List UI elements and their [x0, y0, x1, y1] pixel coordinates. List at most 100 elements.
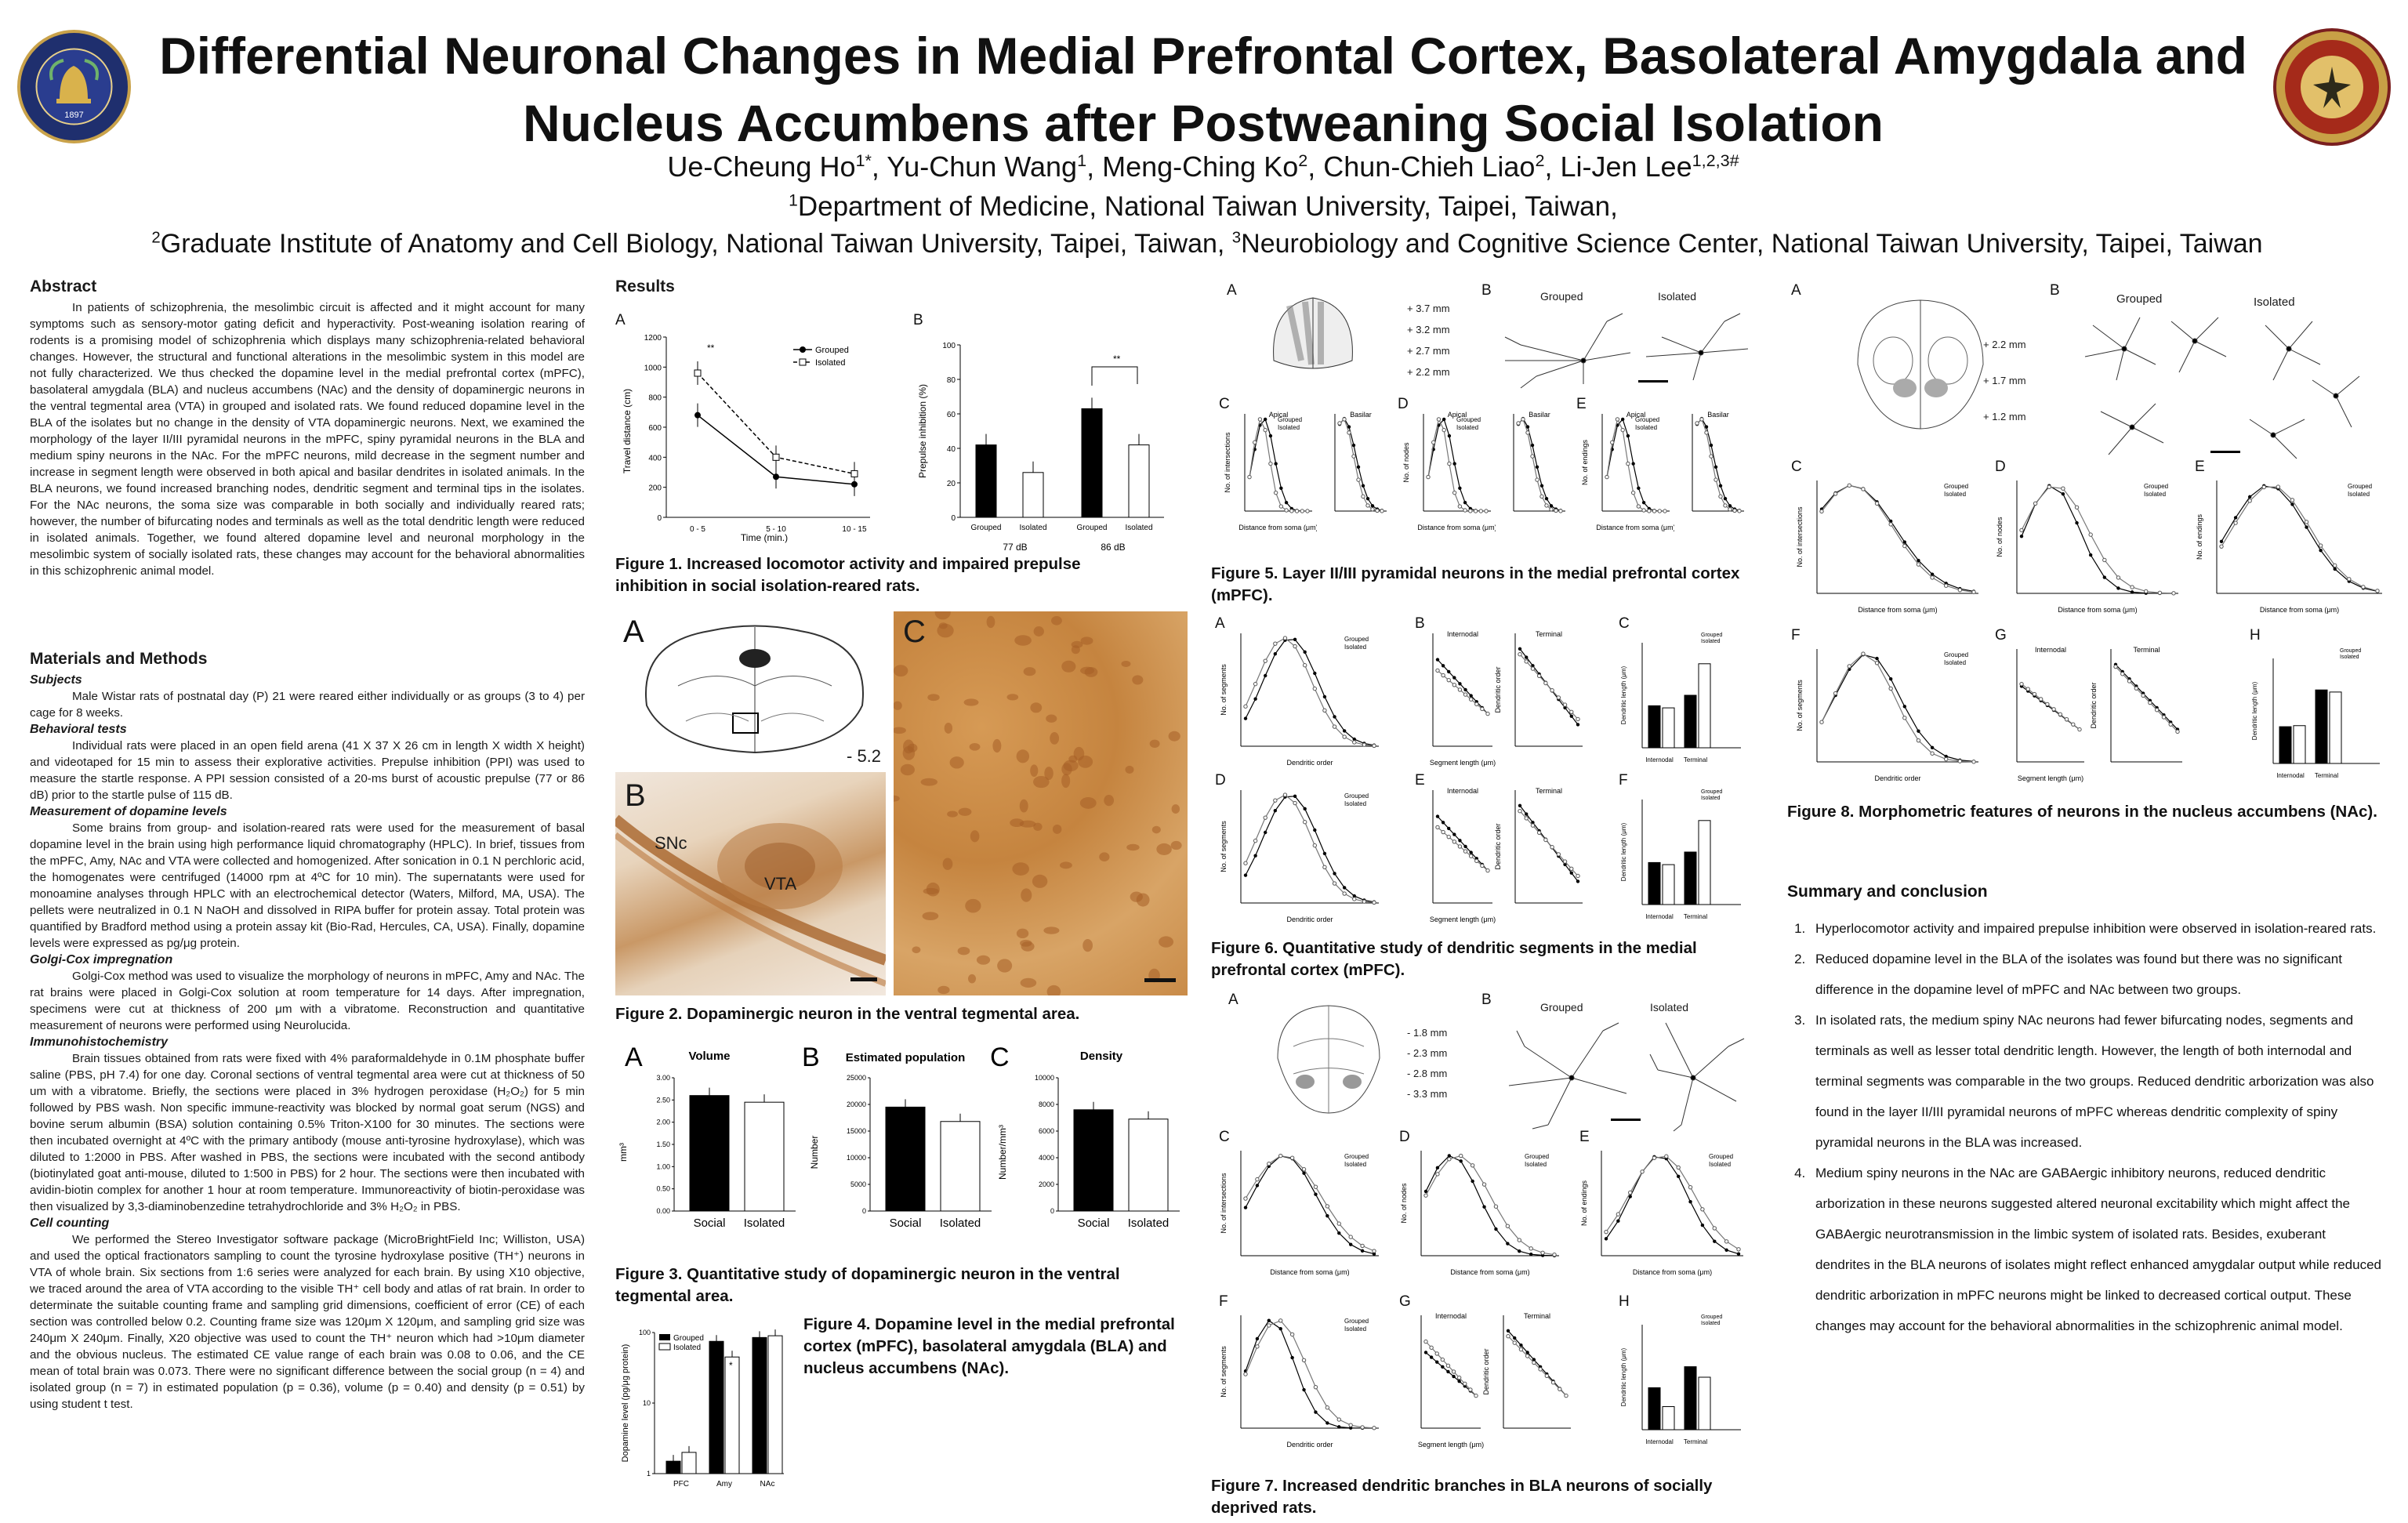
fig3c-y-tick-label: 4000	[1039, 1154, 1054, 1162]
fig7b-label: B	[1481, 992, 1492, 1008]
fig6-f-length-xcat: Internodal	[1645, 913, 1674, 920]
fig5c-apical-legend-grouped: Grouped	[1278, 416, 1302, 423]
fig6-b-internodal-point-grouped	[1435, 658, 1440, 662]
stained-neuron	[1171, 804, 1180, 814]
summary-item-4: Medium spiny neurons in the NAc are GABA…	[1809, 1158, 2383, 1341]
fig6-e-terminal-point-isolated	[1530, 823, 1536, 828]
fig5c-basilar-point-isolated	[1337, 421, 1342, 426]
fig8g-terminal-point-isolated	[2154, 708, 2160, 713]
fig6-e-internodal-point-isolated	[1474, 858, 1479, 864]
fig5d-basilar-line-isolated	[1518, 418, 1561, 512]
fig5c-apical-point-grouped	[1268, 433, 1273, 438]
fig7g-internodal-point-grouped	[1452, 1374, 1456, 1379]
stained-neuron	[894, 665, 908, 677]
fig1b-y-tick-label: 0	[951, 514, 956, 523]
fig6-b-terminal-line-isolated	[1519, 654, 1579, 720]
fig8e-endings-point-isolated	[2247, 499, 2252, 503]
fig7c-intersections-point-grouped	[1255, 1184, 1260, 1188]
brain-section-icon	[645, 625, 864, 754]
fig6-e-terminal-point-grouped	[1576, 879, 1580, 883]
fig8d-nodes-point-grouped	[2102, 575, 2107, 579]
stained-neuron	[1168, 731, 1180, 742]
fig5c-basilar-point-isolated	[1361, 494, 1365, 499]
fig1a-y-tick-label: 1200	[644, 334, 662, 343]
fig1a-y-tick-label: 800	[648, 394, 662, 403]
fig8d-nodes-xlabel: Distance from soma (μm)	[2058, 606, 2137, 614]
stained-neuron	[894, 701, 902, 710]
summary-item-2: Reduced dopamine level in the BLA of the…	[1809, 944, 2383, 1005]
fig7g-terminal-point-grouped	[1513, 1336, 1517, 1340]
fig7g-terminal-point-isolated	[1532, 1360, 1536, 1365]
fig8c-intersections-point-isolated	[1916, 562, 1921, 567]
fig5c-apical-point-grouped	[1263, 417, 1267, 422]
fig7g-terminal-line-grouped	[1507, 1330, 1567, 1396]
fig7e-endings-legend-grouped: Grouped	[1709, 1153, 1733, 1160]
fig5d-basilar-point-grouped	[1544, 496, 1549, 501]
fig6-row0-label-b: B	[1415, 615, 1425, 632]
fig7g-terminal-point-isolated	[1550, 1380, 1556, 1385]
fig8d-nodes-point-grouped	[2130, 590, 2134, 594]
fig5c-basilar-point-grouped	[1361, 484, 1365, 488]
fig7g-internodal-line-grouped	[1425, 1351, 1477, 1397]
fig7g-internodal-point-isolated	[1463, 1381, 1467, 1386]
fig8e-endings-point-isolated	[2318, 543, 2323, 548]
fig6-e-terminal-point-isolated	[1524, 816, 1529, 821]
fig1b-y-tick-label: 60	[947, 411, 956, 419]
fig7f-segments-point-grouped	[1325, 1421, 1329, 1425]
fig7e-endings-ylabel: No. of endings	[1580, 1180, 1588, 1226]
fig6-b-terminal-ylabel: Dendritic order	[1494, 666, 1502, 713]
fig6-a-segments-legend-grouped: Grouped	[1344, 636, 1369, 643]
fig7f-segments-point-isolated	[1301, 1358, 1307, 1363]
fig8g-internodal-title: Internodal	[2035, 646, 2066, 654]
fig6-d-segments-point-grouped	[1243, 873, 1248, 877]
affiliation-1: 1Department of Medicine, National Taiwan…	[789, 191, 1618, 222]
fig6-a-segments-point-grouped	[1243, 716, 1248, 720]
fig5c-apical-title: Apical	[1269, 411, 1289, 419]
fig6-f-length-xcat: Terminal	[1684, 913, 1707, 920]
fig6-d-segments-point-grouped	[1342, 886, 1347, 890]
fig7g-internodal-point-isolated	[1474, 1393, 1478, 1398]
fig1b-bar-chart: 0 20 40 60 80 100 Grouped Isolated Grouped Isolat…	[917, 342, 1164, 553]
fig6-c-length-xcat: Terminal	[1684, 756, 1707, 763]
fig6-e-internodal-point-grouped	[1452, 832, 1456, 836]
fig4-bar-isolated	[681, 1452, 697, 1474]
fig6-b-internodal-point-grouped	[1447, 669, 1451, 674]
fig5c-basilar-point-isolated	[1356, 477, 1361, 482]
fig8g-internodal-point-isolated	[2032, 691, 2037, 697]
fig3b-bar	[940, 1121, 981, 1212]
methods-ihc-text: Brain tissues obtained from rats were fi…	[30, 1052, 585, 1213]
fig6-b-internodal-xlabel: Segment length (μm)	[1430, 759, 1496, 767]
fig7d-nodes-point-grouped	[1459, 1159, 1463, 1163]
fig7c-intersections-point-isolated	[1336, 1221, 1341, 1226]
fig7h-length-ylabel: Dendritic length (μm)	[1620, 1347, 1627, 1406]
fig6-a-segments-point-isolated	[1372, 743, 1376, 749]
stained-neuron	[1083, 938, 1093, 952]
fig5d-apical-point-grouped	[1458, 486, 1462, 491]
fig8g-terminal-point-isolated	[2175, 729, 2180, 734]
fig6-d-segments-point-grouped	[1333, 872, 1336, 876]
fig6-e-terminal-title: Terminal	[1536, 787, 1562, 795]
fig6-a-segments-point-isolated	[1322, 708, 1327, 713]
stained-neuron	[1023, 667, 1036, 676]
fig6-b-internodal-point-isolated	[1457, 687, 1463, 692]
stained-neuron	[926, 882, 940, 897]
fig7d-nodes-point-isolated	[1470, 1163, 1475, 1168]
fig8e-label: E	[2195, 459, 2205, 475]
fig6-e-internodal-point-isolated	[1441, 829, 1445, 835]
stained-neuron	[1044, 767, 1054, 781]
fig5c-basilar-point-isolated	[1351, 454, 1356, 459]
stained-neuron	[1104, 794, 1115, 807]
fig6-d-segments-legend-grouped: Grouped	[1344, 792, 1369, 800]
fig7f-segments-xlabel: Dendritic order	[1286, 1441, 1333, 1449]
fig7c-intersections-point-isolated	[1267, 1161, 1271, 1166]
stained-neuron	[965, 898, 981, 913]
fig7e-endings-point-isolated	[1736, 1247, 1741, 1252]
fig1b-x-tick-label: Grouped	[971, 524, 1002, 532]
fig6-b-internodal-point-isolated	[1480, 706, 1485, 712]
fig3b-x-tick-label: Isolated	[940, 1217, 981, 1230]
fig8g-internodal-point-isolated	[2019, 681, 2024, 687]
fig5d-basilar-point-grouped	[1525, 425, 1530, 429]
fig8d-nodes-point-isolated	[2047, 484, 2051, 489]
fig1a-y-tick-label: 600	[648, 424, 662, 433]
fig5d-apical-point-isolated	[1431, 440, 1436, 445]
